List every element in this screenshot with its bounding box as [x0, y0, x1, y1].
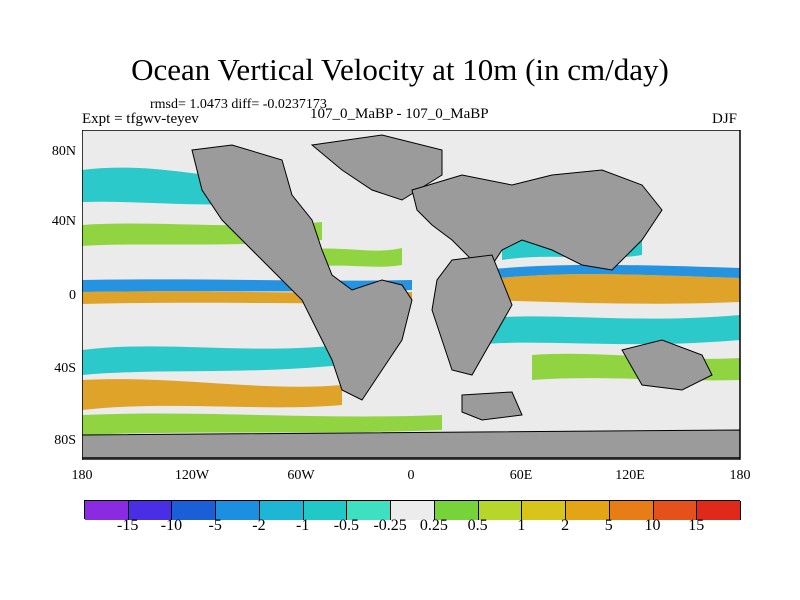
colorbar-swatch — [128, 501, 173, 520]
colorbar-label: 2 — [561, 517, 570, 534]
colorbar-label: -10 — [160, 517, 183, 534]
colorbar-label: 0.25 — [419, 517, 448, 534]
colorbar-swatch — [391, 501, 435, 520]
stats-label: rmsd= 1.0473 diff= -0.0237173 — [150, 97, 327, 112]
colorbar-swatch — [478, 501, 523, 520]
colorbar-swatch — [303, 501, 348, 520]
colorbar-swatch — [347, 501, 392, 520]
lon-tick-180e: 180 — [729, 468, 751, 483]
lat-tick-80n: 80N — [51, 144, 76, 159]
plot-title: Ocean Vertical Velocity at 10m (in cm/da… — [131, 52, 669, 87]
colorbar-swatch — [566, 501, 610, 520]
lon-tick-120w: 120W — [174, 468, 210, 483]
colorbar-swatch — [653, 501, 698, 520]
colorbar-swatch — [609, 501, 654, 520]
colorbar-label: -15 — [117, 517, 139, 534]
colorbar-label: -0.5 — [333, 517, 360, 534]
season-label: DJF — [712, 111, 738, 127]
colorbar-label: 1 — [517, 517, 526, 534]
colorbar-label: -2 — [252, 517, 266, 534]
lat-tick-40n: 40N — [51, 214, 76, 229]
colorbar-swatch — [172, 501, 217, 520]
colorbar-swatch — [216, 501, 260, 520]
colorbar-label: 5 — [604, 517, 613, 534]
colorbar-label: -1 — [295, 517, 310, 534]
lon-tick-0: 0 — [407, 468, 415, 483]
map-frame — [82, 130, 741, 459]
colorbar-swatch — [259, 501, 304, 520]
colorbar-label: 10 — [644, 517, 661, 534]
colorbar-label: -5 — [208, 517, 222, 534]
case-label: 107_0_MaBP - 107_0_MaBP — [310, 106, 489, 122]
lat-tick-0: 0 — [69, 288, 76, 303]
ocean-velocity-map — [82, 130, 741, 460]
lat-tick-40s: 40S — [54, 361, 76, 376]
colorbar-swatch — [697, 501, 741, 520]
colorbar-swatch — [434, 501, 479, 520]
colorbar — [84, 500, 741, 520]
experiment-label: Expt = tfgwv-teyev — [82, 111, 199, 127]
colorbar-swatch — [522, 501, 567, 520]
lat-tick-80s: 80S — [54, 433, 76, 448]
colorbar-label: 0.5 — [467, 517, 488, 534]
colorbar-label: -0.25 — [373, 517, 407, 534]
colorbar-swatch — [85, 501, 129, 520]
lon-tick-60e: 60E — [509, 468, 533, 483]
lon-tick-60w: 60W — [287, 468, 315, 483]
colorbar-label: 15 — [688, 517, 705, 534]
lon-tick-120e: 120E — [615, 468, 645, 483]
land-masses — [82, 134, 741, 460]
lon-tick-180w: 180 — [71, 468, 93, 483]
